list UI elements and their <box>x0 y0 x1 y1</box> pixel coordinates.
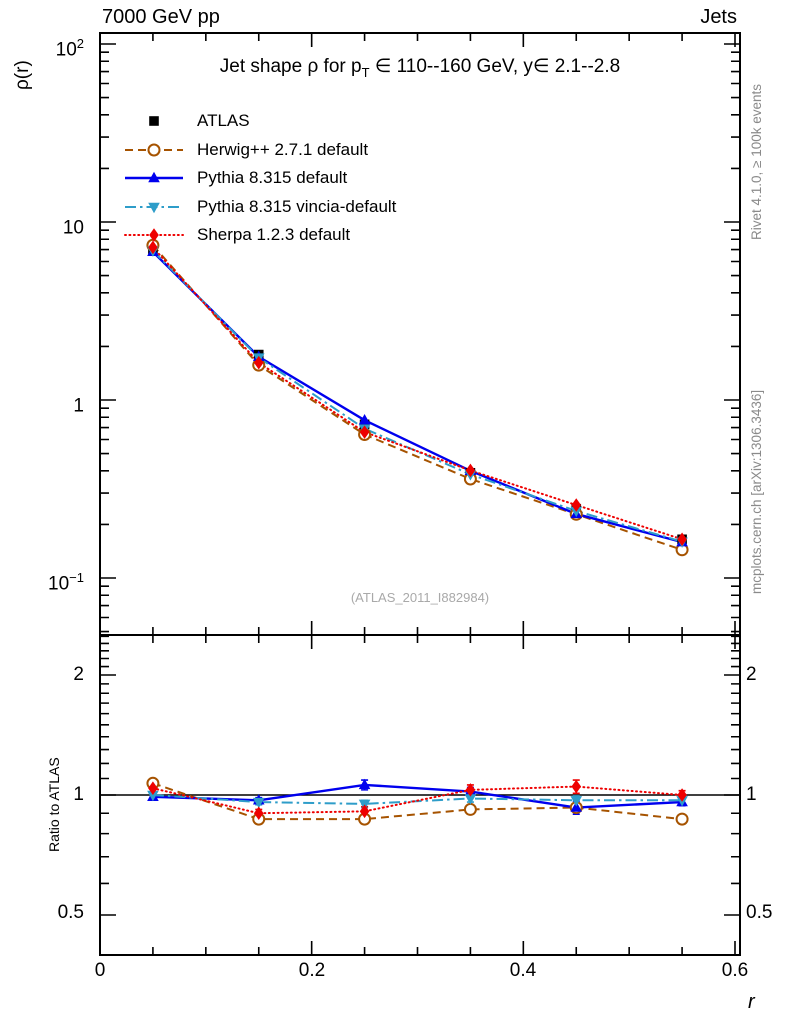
rivet-version-note: Rivet 4.1.0, ≥ 100k events <box>749 84 764 240</box>
analysis-id-watermark: (ATLAS_2011_I882984) <box>350 590 490 605</box>
mcplots-arxiv-note: mcplots.cern.ch [arXiv:1306.3436] <box>749 389 764 594</box>
legend-label-pythia-default: Pythia 8.315 default <box>197 168 348 188</box>
plot-title: Jet shape ρ for pT ∈ 110--160 GeV, y∈ 2.… <box>100 55 740 80</box>
legend: ATLAS Herwig++ 2.7.1 default Pythia 8.31… <box>123 107 396 250</box>
legend-row-pythia-default: Pythia 8.315 default <box>123 164 396 193</box>
header-analysis-group: Jets <box>700 6 737 28</box>
legend-row-pythia-vincia: Pythia 8.315 vincia-default <box>123 193 396 222</box>
legend-marker-sherpa <box>124 228 184 243</box>
x-axis-title: r <box>748 991 755 1013</box>
main-ytick-0p1-base: 10 <box>48 573 70 595</box>
main-ytick-0p1-exp: −1 <box>69 570 84 585</box>
ratio-ytick-right-1: 1 <box>746 784 757 805</box>
legend-marker-pythia-vincia <box>125 202 183 213</box>
legend-label-herwig: Herwig++ 2.7.1 default <box>197 139 369 159</box>
main-ytick-1: 1 <box>18 388 84 416</box>
main-y-axis-title: ρ(r) <box>12 60 33 90</box>
main-ytick-100-exp: 2 <box>76 36 84 51</box>
legend-label-sherpa: Sherpa 1.2.3 default <box>197 225 351 245</box>
legend-label-atlas: ATLAS <box>197 111 250 131</box>
plot-title-sub: T <box>361 64 370 80</box>
main-ytick-10: 10 <box>18 210 84 238</box>
ratio-ytick-left-1: 1 <box>73 784 84 805</box>
header-beam-energy: 7000 GeV pp <box>102 6 220 28</box>
legend-row-herwig: Herwig++ 2.7.1 default <box>123 136 396 165</box>
plot-title-pre: Jet shape ρ for p <box>219 56 362 77</box>
legend-marker-pythia-default <box>125 172 183 183</box>
legend-marker-atlas <box>149 116 159 127</box>
xtick-0p6: 0.6 <box>721 960 749 981</box>
legend-marker-herwig <box>125 143 183 157</box>
legend-row-sherpa: Sherpa 1.2.3 default <box>123 221 396 250</box>
xtick-0p2: 0.2 <box>298 960 326 981</box>
main-ytick-0p1: 10−1 <box>18 566 84 594</box>
ratio-ytick-left-2: 2 <box>73 664 84 685</box>
xtick-0: 0 <box>94 960 106 981</box>
plot-title-post: ∈ 110--160 GeV, y∈ 2.1--2.8 <box>369 56 621 77</box>
legend-row-atlas: ATLAS <box>123 107 396 136</box>
ratio-ytick-right-2: 2 <box>746 664 757 685</box>
ratio-ytick-left-0p5: 0.5 <box>57 902 84 923</box>
main-ytick-100-base: 10 <box>55 39 77 61</box>
main-ytick-1-base: 1 <box>73 395 84 417</box>
main-ytick-100: 102 <box>18 32 84 60</box>
main-ytick-10-base: 10 <box>62 217 84 239</box>
ratio-ytick-right-0p5: 0.5 <box>746 902 773 923</box>
legend-label-pythia-vincia: Pythia 8.315 vincia-default <box>197 196 397 216</box>
xtick-0p4: 0.4 <box>509 960 537 981</box>
